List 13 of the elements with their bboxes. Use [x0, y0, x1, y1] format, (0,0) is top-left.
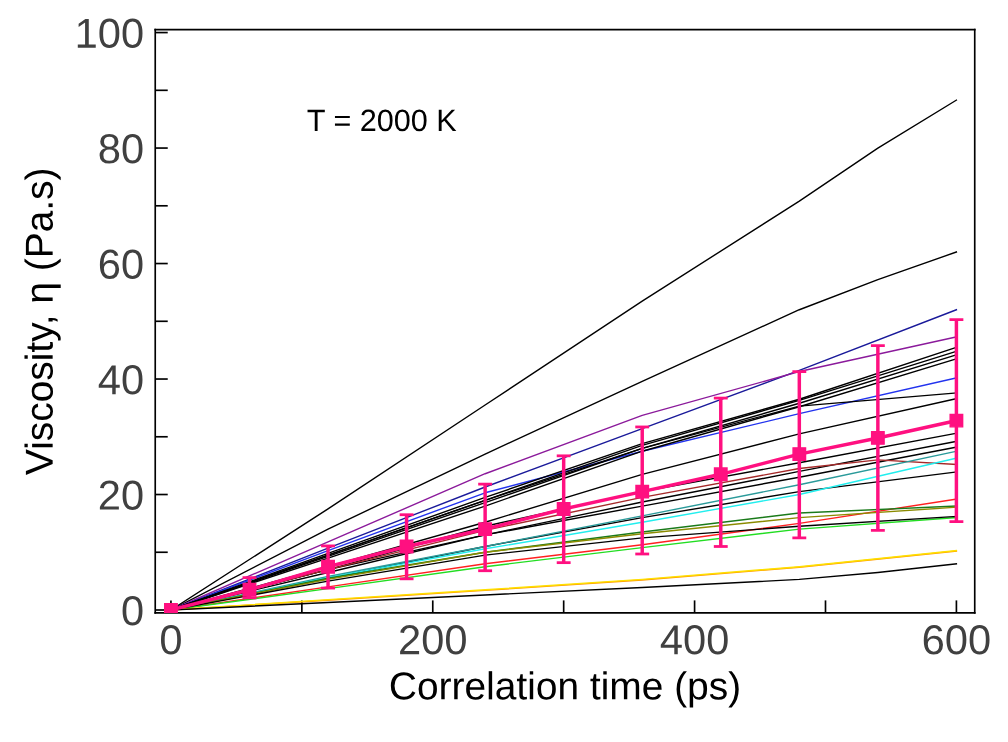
- x-tick-label: 200: [400, 625, 466, 655]
- x-tick-label: 600: [923, 625, 990, 655]
- y-tick-label: 20: [99, 480, 143, 511]
- x-tick-label: 400: [660, 625, 728, 655]
- y-tick-label: 40: [98, 365, 143, 395]
- x-tick-label: 0: [160, 625, 181, 655]
- y-tick-label: 80: [99, 134, 143, 164]
- y-tick-label: 100: [77, 18, 143, 49]
- y-axis-title: Viscosity, η (Pa.s): [24, 169, 61, 475]
- y-tick-label: 60: [99, 249, 143, 280]
- y-tick-label: 0: [122, 596, 143, 626]
- annotation: T = 2000 K: [307, 109, 457, 132]
- x-axis-title: Correlation time (ps): [390, 671, 739, 708]
